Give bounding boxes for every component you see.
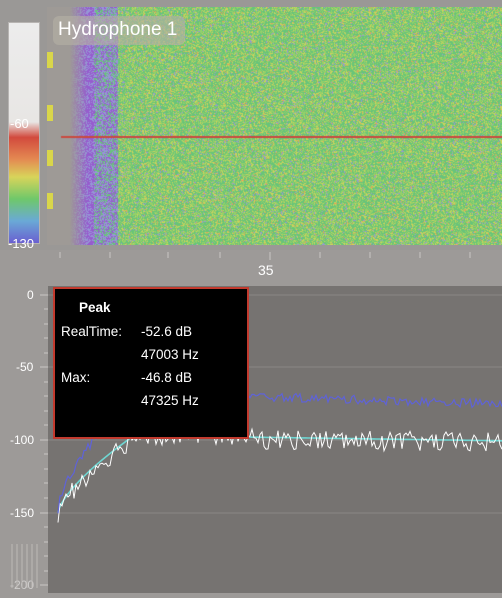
spectrogram-marker <box>47 105 53 121</box>
spectrogram-marker <box>47 193 53 209</box>
peak-heading: Peak <box>79 300 111 315</box>
y-axis-ticks <box>40 294 48 586</box>
y-axis-label: -50 <box>16 360 34 374</box>
x-axis <box>0 252 502 286</box>
realtime-hz-value: 47003 Hz <box>141 347 199 362</box>
colorbar-gradient <box>9 23 39 243</box>
colorbar-max-label: -60 <box>10 116 29 131</box>
max-label: Max: <box>61 370 91 385</box>
x-axis-ticks <box>59 252 471 260</box>
y-axis-label: -150 <box>10 506 35 520</box>
colorbar-min-label: -130 <box>8 236 35 251</box>
spectrum-panel <box>0 286 502 593</box>
y-axis-label: -100 <box>10 433 35 447</box>
spectrogram-panel: -60 -130 Hydrophone 1 <box>0 0 502 251</box>
max-db-value: -46.8 dB <box>141 370 193 385</box>
colorbar[interactable] <box>8 22 40 244</box>
spectrogram-marker <box>47 52 53 68</box>
max-trace <box>57 424 502 523</box>
spectrogram-marker <box>47 150 53 166</box>
realtime-label: RealTime: <box>61 324 123 339</box>
peak-readout-panel: Peak RealTime: -52.6 dB 47003 Hz Max: -4… <box>53 287 249 439</box>
max-hz-value: 47325 Hz <box>141 393 199 408</box>
y-axis-label: 0 <box>27 288 34 302</box>
x-axis-tick-label: 35 <box>258 262 274 278</box>
hydrophone-title: Hydrophone 1 <box>53 16 186 45</box>
scrollbar-grip[interactable] <box>8 540 40 592</box>
realtime-db-value: -52.6 dB <box>141 324 193 339</box>
spectrogram-image[interactable] <box>47 7 502 245</box>
